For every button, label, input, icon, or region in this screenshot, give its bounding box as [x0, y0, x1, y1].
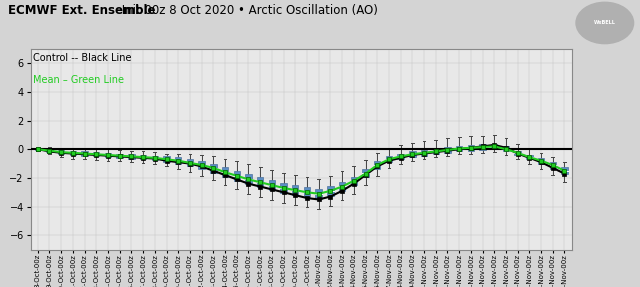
Bar	[561, 167, 568, 174]
Bar	[105, 153, 111, 157]
Bar	[444, 147, 451, 153]
Bar	[339, 182, 346, 191]
Text: Control -- Black Line: Control -- Black Line	[33, 53, 132, 63]
Bar	[269, 180, 275, 190]
Bar	[210, 164, 216, 173]
Bar	[468, 145, 474, 151]
Bar	[550, 162, 556, 169]
Bar	[456, 146, 462, 152]
Bar	[526, 155, 532, 159]
Bar	[187, 158, 193, 166]
Bar	[35, 149, 41, 150]
Bar	[316, 189, 322, 199]
Bar	[70, 151, 76, 155]
Bar	[409, 152, 415, 157]
Bar	[292, 185, 298, 195]
Bar	[479, 144, 486, 150]
Bar	[222, 167, 228, 177]
Bar	[362, 169, 369, 177]
Bar	[503, 146, 509, 152]
Bar	[386, 156, 392, 162]
Text: Mean – Green Line: Mean – Green Line	[33, 75, 124, 85]
Bar	[515, 151, 521, 155]
Bar	[163, 156, 170, 162]
Bar	[374, 161, 380, 169]
Circle shape	[576, 2, 634, 44]
Bar	[421, 150, 428, 156]
Bar	[93, 152, 99, 156]
Text: WxBELL: WxBELL	[594, 20, 616, 25]
Text: Init 00z 8 Oct 2020 • Arctic Oscillation (AO): Init 00z 8 Oct 2020 • Arctic Oscillation…	[118, 4, 378, 17]
Bar	[280, 183, 287, 193]
Bar	[128, 154, 134, 158]
Bar	[198, 161, 205, 169]
Bar	[257, 177, 264, 187]
Bar	[116, 154, 123, 158]
Bar	[351, 177, 357, 185]
Bar	[152, 156, 158, 160]
Bar	[491, 144, 497, 149]
Bar	[175, 157, 181, 164]
Bar	[140, 155, 147, 159]
Bar	[397, 154, 404, 159]
Bar	[58, 150, 65, 154]
Bar	[234, 171, 240, 181]
Bar	[81, 152, 88, 156]
Bar	[327, 186, 333, 196]
Bar	[304, 187, 310, 197]
Text: ECMWF Ext. Ensemble: ECMWF Ext. Ensemble	[8, 4, 155, 17]
Bar	[538, 158, 544, 164]
Bar	[46, 149, 52, 152]
Bar	[433, 149, 439, 154]
Bar	[245, 174, 252, 185]
